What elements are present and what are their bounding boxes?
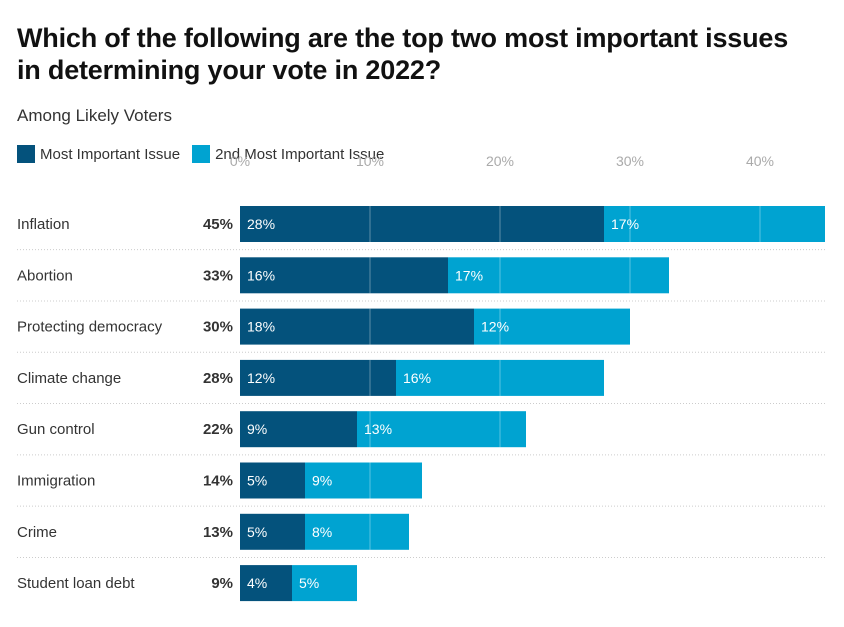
category-label: Student loan debt bbox=[17, 575, 135, 592]
bar-most-important bbox=[240, 359, 396, 396]
bar-most-important bbox=[240, 411, 357, 448]
bar-second-important bbox=[292, 565, 357, 602]
category-label: Protecting democracy bbox=[17, 319, 163, 336]
total-label: 30% bbox=[203, 319, 233, 336]
total-label: 22% bbox=[203, 421, 233, 438]
segment-label: 17% bbox=[455, 267, 483, 283]
segment-label: 16% bbox=[247, 267, 275, 283]
bar-second-important bbox=[448, 257, 669, 294]
x-tick-label: 0% bbox=[230, 153, 250, 169]
segment-label: 13% bbox=[364, 421, 392, 437]
total-label: 33% bbox=[203, 267, 233, 284]
total-label: 9% bbox=[211, 575, 233, 592]
bar-second-important bbox=[305, 513, 409, 550]
chart-subtitle: Among Likely Voters bbox=[17, 106, 172, 125]
total-label: 45% bbox=[203, 216, 233, 233]
segment-label: 12% bbox=[481, 319, 509, 335]
total-label: 28% bbox=[203, 370, 233, 387]
bar-most-important bbox=[240, 308, 474, 345]
bar-second-important bbox=[357, 411, 526, 448]
bar-most-important bbox=[240, 513, 305, 550]
x-tick-label: 20% bbox=[486, 153, 514, 169]
bar-most-important bbox=[240, 257, 448, 294]
category-label: Inflation bbox=[17, 216, 70, 233]
segment-label: 5% bbox=[299, 575, 319, 591]
legend-swatch-second-important bbox=[192, 145, 211, 163]
segment-label: 8% bbox=[312, 524, 332, 540]
segment-label: 17% bbox=[611, 216, 639, 232]
segment-label: 12% bbox=[247, 370, 275, 386]
bar-most-important bbox=[240, 462, 305, 499]
segment-label: 4% bbox=[247, 575, 267, 591]
category-label: Abortion bbox=[17, 267, 73, 284]
legend: Most Important Issue 2nd Most Important … bbox=[17, 145, 396, 163]
segment-label: 5% bbox=[247, 524, 267, 540]
chart-title: Which of the following are the top two m… bbox=[17, 23, 789, 85]
bar-most-important bbox=[240, 206, 604, 242]
legend-swatch-most-important bbox=[17, 145, 35, 163]
x-tick-label: 10% bbox=[356, 153, 384, 169]
legend-item-second-important: 2nd Most Important Issue bbox=[192, 145, 384, 163]
bar-second-important bbox=[305, 462, 422, 499]
segment-label: 9% bbox=[247, 421, 267, 437]
bar-second-important bbox=[396, 359, 604, 396]
segment-label: 5% bbox=[247, 473, 267, 489]
x-tick-label: 30% bbox=[616, 153, 644, 169]
legend-label-second-important: 2nd Most Important Issue bbox=[215, 145, 385, 163]
category-label: Gun control bbox=[17, 421, 95, 438]
segment-label: 16% bbox=[403, 370, 431, 386]
segment-label: 9% bbox=[312, 473, 332, 489]
category-label: Immigration bbox=[17, 473, 95, 490]
total-label: 13% bbox=[203, 524, 233, 541]
bar-second-important bbox=[604, 206, 825, 242]
total-label: 14% bbox=[203, 473, 233, 490]
legend-label-most-important: Most Important Issue bbox=[40, 145, 181, 163]
category-label: Crime bbox=[17, 524, 57, 541]
x-tick-label: 40% bbox=[746, 153, 774, 169]
legend-item-most-important: Most Important Issue bbox=[17, 145, 180, 163]
bar-second-important bbox=[474, 308, 630, 345]
bar-most-important bbox=[240, 565, 292, 602]
segment-label: 28% bbox=[247, 216, 275, 232]
category-label: Climate change bbox=[17, 370, 121, 387]
segment-label: 18% bbox=[247, 319, 275, 335]
